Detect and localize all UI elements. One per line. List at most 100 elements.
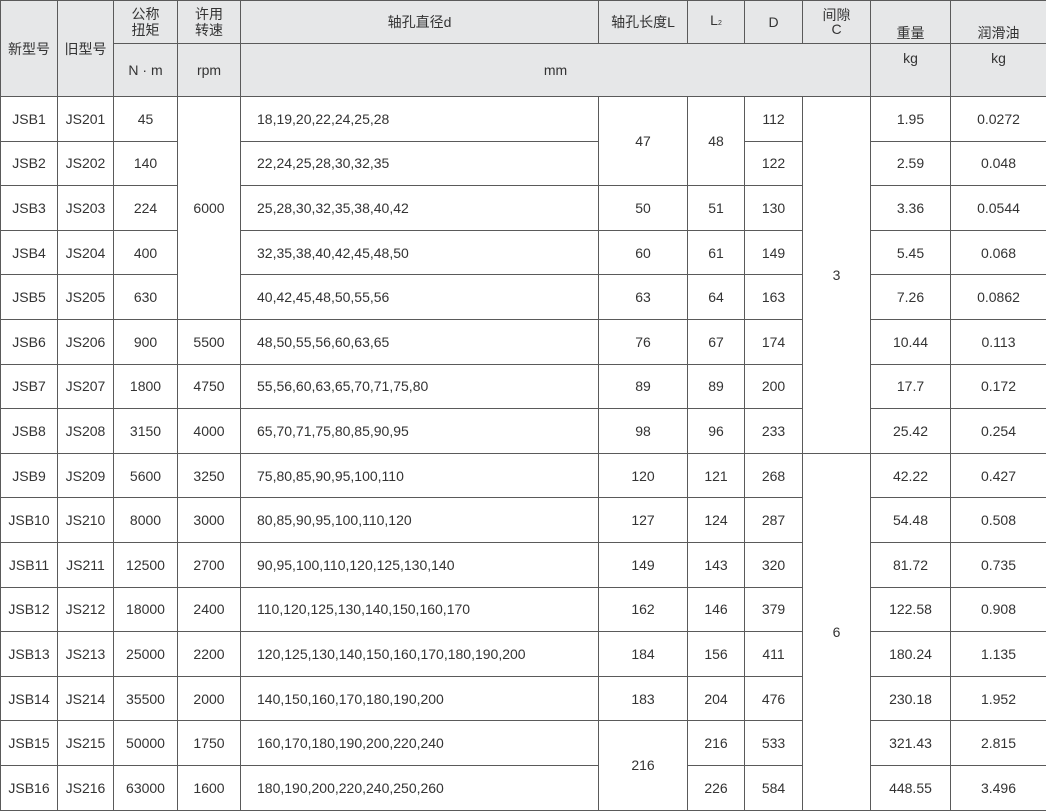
cell-d: 18,19,20,22,24,25,28 [241,97,599,142]
cell-rpm: 2200 [178,632,241,677]
header-speed: 许用转速 [178,1,241,44]
cell-l: 50 [599,186,688,231]
cell-oil: 0.068 [951,230,1046,275]
cell-old: JS210 [58,498,114,543]
cell-d: 40,42,45,48,50,55,56 [241,275,599,320]
cell-c: 3 [803,97,871,454]
cell-oil: 0.0544 [951,186,1046,231]
cell-weight: 3.36 [871,186,951,231]
cell-new: JSB16 [1,765,58,810]
cell-l2: 89 [688,364,745,409]
cell-oil: 0.908 [951,587,1046,632]
cell-d: 120,125,130,140,150,160,170,180,190,200 [241,632,599,677]
cell-l: 216 [599,721,688,810]
cell-torque: 12500 [114,542,178,587]
cell-d: 379 [745,587,803,632]
cell-weight: 7.26 [871,275,951,320]
cell-d: 533 [745,721,803,766]
cell-weight: 25.42 [871,409,951,454]
cell-rpm: 1750 [178,721,241,766]
cell-torque: 35500 [114,676,178,721]
header-oil: 润滑油 [951,1,1046,44]
cell-l: 47 [599,97,688,186]
cell-torque: 1800 [114,364,178,409]
cell-l: 98 [599,409,688,454]
cell-weight: 10.44 [871,319,951,364]
header-mm-unit: mm [241,44,871,97]
header-speed-label: 许用转速 [194,6,224,38]
cell-l2: 51 [688,186,745,231]
cell-l: 183 [599,676,688,721]
cell-new: JSB1 [1,97,58,142]
cell-weight: 230.18 [871,676,951,721]
cell-old: JS203 [58,186,114,231]
header-oil-unit: kg [951,44,1046,97]
cell-d: 55,56,60,63,65,70,71,75,80 [241,364,599,409]
header-bore-length: 轴孔长度L [599,1,688,44]
cell-torque: 8000 [114,498,178,543]
cell-torque: 140 [114,141,178,186]
cell-d: 65,70,71,75,80,85,90,95 [241,409,599,454]
header-gap-label: 间隙C [822,8,852,36]
cell-l2: 124 [688,498,745,543]
cell-old: JS212 [58,587,114,632]
cell-weight: 1.95 [871,97,951,142]
cell-d: 122 [745,141,803,186]
cell-torque: 5600 [114,453,178,498]
cell-new: JSB11 [1,542,58,587]
cell-d: 22,24,25,28,30,32,35 [241,141,599,186]
cell-l2: 226 [688,765,745,810]
header-speed-unit: rpm [178,44,241,97]
cell-new: JSB6 [1,319,58,364]
cell-old: JS206 [58,319,114,364]
cell-l2: 96 [688,409,745,454]
cell-l: 184 [599,632,688,677]
table-header: 新型号 旧型号 公称扭矩 许用转速 轴孔直径d 轴孔长度L L2 D 间隙C 重… [1,1,1046,97]
cell-l: 60 [599,230,688,275]
cell-new: JSB13 [1,632,58,677]
cell-weight: 2.59 [871,141,951,186]
cell-weight: 448.55 [871,765,951,810]
cell-weight: 180.24 [871,632,951,677]
cell-l2: 121 [688,453,745,498]
cell-l2: 61 [688,230,745,275]
cell-l2: 156 [688,632,745,677]
cell-rpm: 1600 [178,765,241,810]
cell-rpm: 2000 [178,676,241,721]
cell-l: 127 [599,498,688,543]
cell-oil: 3.496 [951,765,1046,810]
cell-rpm: 4750 [178,364,241,409]
cell-old: JS214 [58,676,114,721]
cell-rpm: 2700 [178,542,241,587]
header-gap: 间隙C [803,1,871,44]
cell-old: JS202 [58,141,114,186]
cell-d: 287 [745,498,803,543]
cell-c: 6 [803,453,871,810]
cell-l: 63 [599,275,688,320]
header-weight: 重量 [871,1,951,44]
cell-d: 48,50,55,56,60,63,65 [241,319,599,364]
cell-torque: 63000 [114,765,178,810]
cell-rpm: 6000 [178,97,241,320]
cell-old: JS213 [58,632,114,677]
cell-old: JS211 [58,542,114,587]
cell-oil: 0.0272 [951,97,1046,142]
cell-torque: 50000 [114,721,178,766]
cell-new: JSB2 [1,141,58,186]
cell-rpm: 5500 [178,319,241,364]
cell-d: 163 [745,275,803,320]
cell-weight: 321.43 [871,721,951,766]
header-torque-label: 公称扭矩 [131,6,161,38]
cell-d: 130 [745,186,803,231]
cell-oil: 0.427 [951,453,1046,498]
header-l2-sub: 2 [718,20,722,27]
cell-oil: 0.172 [951,364,1046,409]
cell-torque: 3150 [114,409,178,454]
